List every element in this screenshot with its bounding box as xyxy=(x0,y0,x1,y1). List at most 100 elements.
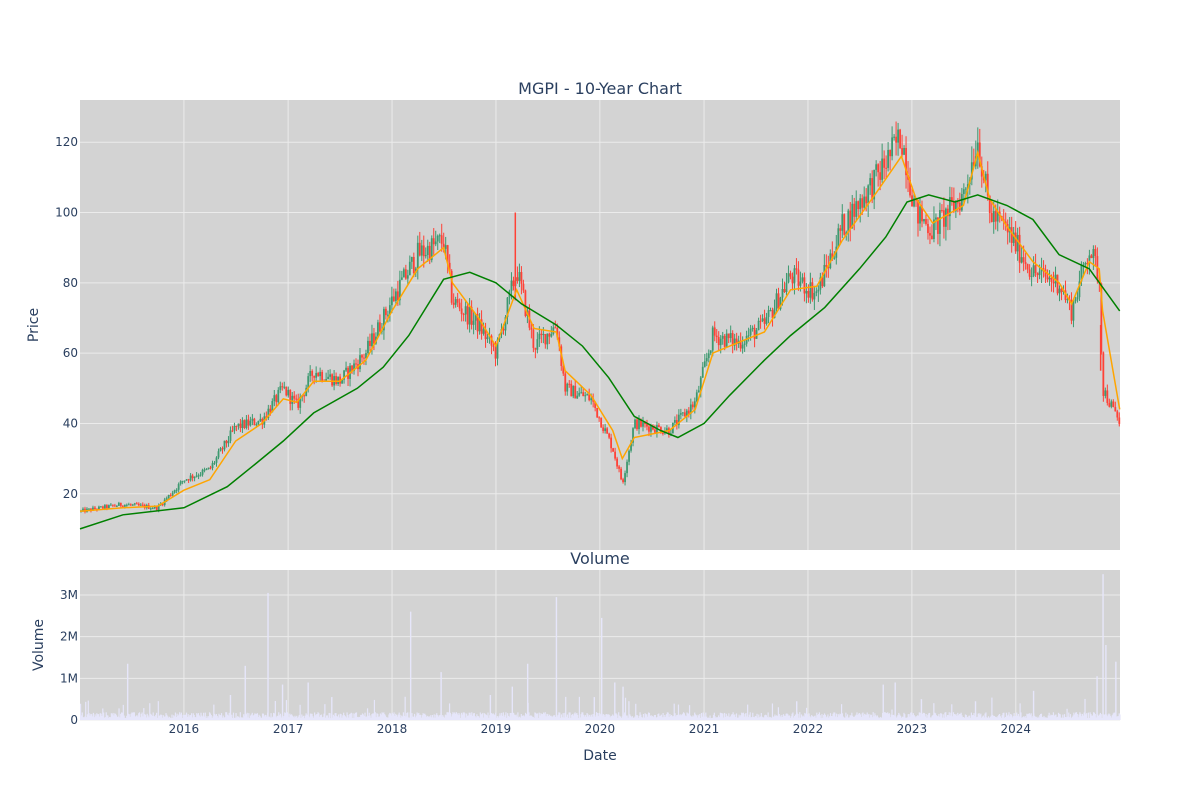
volume-bar xyxy=(203,716,206,720)
volume-bar xyxy=(183,714,185,720)
volume-bar xyxy=(156,712,158,720)
volume-spike-bar xyxy=(600,617,603,720)
candle-body xyxy=(141,504,144,506)
volume-bar xyxy=(671,716,674,720)
candle-body xyxy=(247,419,250,426)
candle-body xyxy=(785,282,788,293)
volume-bar xyxy=(655,717,657,720)
volume-bar xyxy=(85,701,87,720)
volume-bar xyxy=(986,717,988,720)
volume-bar xyxy=(199,716,201,720)
volume-bar xyxy=(641,717,644,720)
volume-spike-bar xyxy=(1102,574,1104,720)
volume-bar xyxy=(112,712,114,720)
volume-bar xyxy=(365,716,367,720)
candle-body xyxy=(855,201,858,217)
volume-bar xyxy=(668,716,670,720)
candle-body xyxy=(309,370,312,377)
candle-body xyxy=(361,355,363,358)
volume-bar xyxy=(88,713,90,720)
volume-bar xyxy=(102,708,104,720)
candle-body xyxy=(976,142,979,157)
candle-body xyxy=(249,420,252,426)
volume-bar xyxy=(136,715,138,720)
candle-body xyxy=(100,506,102,508)
volume-bar xyxy=(958,713,961,720)
volume-bar xyxy=(754,715,756,720)
volume-bar xyxy=(625,715,627,720)
volume-bar xyxy=(688,713,690,720)
volume-bar xyxy=(330,718,332,720)
candle-body xyxy=(458,302,461,309)
candle-body xyxy=(106,505,108,509)
candle-body xyxy=(490,335,493,346)
volume-bar xyxy=(519,717,522,720)
volume-bar xyxy=(491,714,493,720)
volume-bar xyxy=(301,714,303,720)
volume-bar xyxy=(934,713,937,720)
volume-bar xyxy=(550,715,552,720)
volume-bar xyxy=(531,716,534,720)
candle-body xyxy=(913,198,915,207)
volume-bar xyxy=(414,717,417,720)
volume-bar xyxy=(831,716,833,720)
volume-bar xyxy=(305,713,307,720)
volume-bar xyxy=(912,713,914,720)
candle-body xyxy=(889,149,892,157)
candle-body xyxy=(137,503,140,506)
volume-bar xyxy=(243,714,245,720)
volume-bar xyxy=(441,716,443,720)
candle-body xyxy=(109,504,112,506)
volume-bar xyxy=(695,715,698,720)
candle-body xyxy=(229,430,232,441)
volume-bar xyxy=(192,713,194,720)
volume-bar xyxy=(808,713,810,720)
volume-bar xyxy=(741,713,744,720)
candle-body xyxy=(104,505,106,509)
volume-bar xyxy=(598,713,600,720)
volume-bar xyxy=(971,715,973,720)
candle-body xyxy=(618,466,620,469)
volume-bar xyxy=(1062,714,1064,720)
candle-body xyxy=(207,467,210,470)
candle-body xyxy=(189,475,192,481)
volume-bar xyxy=(432,717,434,720)
volume-bar xyxy=(367,715,370,720)
volume-bar xyxy=(962,717,964,720)
candle-body xyxy=(715,335,718,337)
volume-bar xyxy=(275,717,277,720)
volume-bar xyxy=(562,713,564,720)
volume-bar xyxy=(287,713,289,720)
volume-bar xyxy=(416,712,418,720)
candle-body xyxy=(883,158,886,168)
volume-bar xyxy=(400,717,402,720)
volume-bar xyxy=(707,717,709,720)
volume-bar xyxy=(1075,712,1077,720)
volume-bar xyxy=(1097,714,1099,720)
candle-body xyxy=(496,339,499,359)
volume-bar xyxy=(99,713,101,720)
volume-bar xyxy=(673,703,675,720)
candle-body xyxy=(687,410,690,414)
volume-bar xyxy=(420,717,422,720)
candle-body xyxy=(460,308,463,315)
volume-bar xyxy=(317,712,319,720)
volume-bar xyxy=(918,712,920,720)
volume-bar xyxy=(554,717,557,720)
candle-body xyxy=(1110,401,1113,407)
volume-bar xyxy=(567,717,569,720)
volume-bar xyxy=(565,696,567,720)
candle-body xyxy=(287,389,290,396)
candle-body xyxy=(167,495,170,499)
volume-bar xyxy=(1089,712,1091,720)
volume-bar xyxy=(296,717,299,720)
volume-bar xyxy=(817,714,819,720)
volume-spike-bar xyxy=(440,672,442,720)
volume-bar xyxy=(936,716,938,720)
candle-body xyxy=(943,210,945,227)
candle-body xyxy=(111,504,114,506)
volume-bar xyxy=(1016,712,1018,720)
volume-bar xyxy=(458,712,460,720)
volume-bar xyxy=(333,716,335,720)
volume-bar xyxy=(94,714,96,720)
